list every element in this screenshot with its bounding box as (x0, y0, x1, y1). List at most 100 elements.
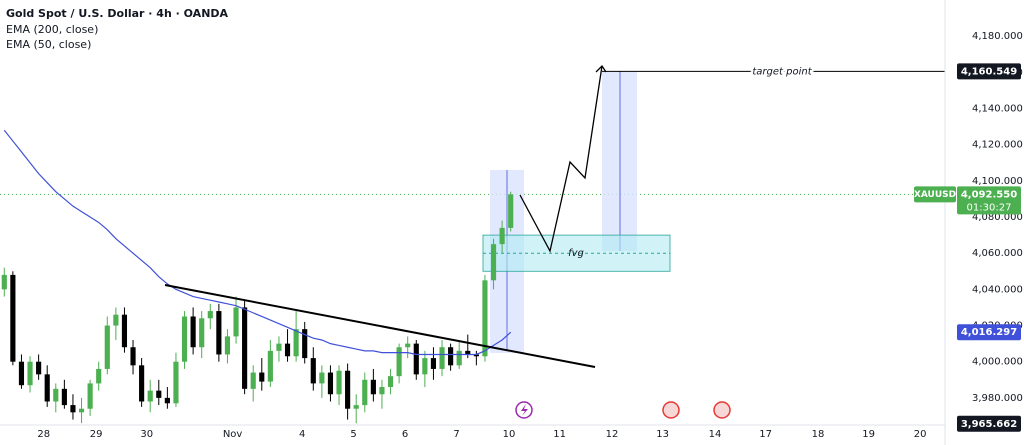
price-tag-label: 4,016.297 (961, 327, 1017, 338)
x-tick-label: 5 (350, 429, 356, 440)
y-tick-label: 4,060.000 (972, 248, 1023, 259)
candle-body (310, 358, 316, 384)
x-tick-label: Nov (223, 429, 243, 440)
trend-line (164, 284, 596, 368)
x-tick-label: 4 (299, 429, 305, 440)
candle-body (362, 379, 368, 406)
candle-body (319, 372, 325, 384)
x-tick-label: 18 (812, 429, 825, 440)
x-tick-label: 6 (402, 429, 408, 440)
candle-body (370, 379, 376, 395)
candle-body (267, 350, 273, 382)
countdown-label: 01:30:27 (967, 202, 1012, 213)
event-icon (521, 404, 528, 416)
candle-body (216, 311, 222, 355)
candle-body (499, 227, 505, 245)
x-tick-label: 14 (709, 429, 722, 440)
candle-body (405, 343, 411, 348)
price-tag-label: 3,965.662 (961, 419, 1017, 430)
candle-body (336, 370, 342, 395)
last-price-label: 4,092.550 (961, 189, 1017, 200)
candle-body (259, 372, 265, 382)
price-tag (957, 415, 1021, 432)
candle-body (181, 316, 188, 362)
candle-body (18, 361, 25, 386)
price-tag-label: 4,160.549 (961, 66, 1017, 77)
candle-body (465, 350, 471, 355)
candle-body (173, 361, 179, 404)
candle-body (276, 343, 282, 351)
fvg-label: fvg (568, 248, 584, 259)
candles (1, 129, 514, 424)
candle-body (1, 274, 7, 290)
candle-body (44, 374, 50, 402)
chart-title: Gold Spot / U.S. Dollar · 4h · OANDA (6, 7, 229, 20)
ema-line (3, 129, 512, 356)
candle-body (53, 388, 59, 402)
candle-body (473, 354, 479, 357)
legend: Gold Spot / U.S. Dollar · 4h · OANDA EMA… (6, 7, 229, 51)
candle-body (190, 316, 196, 348)
candle-body (96, 368, 102, 384)
candle-body (448, 347, 454, 366)
candle-body (413, 343, 419, 375)
candle-body (379, 387, 385, 395)
x-tick-label: 7 (453, 429, 459, 440)
candle-body (482, 280, 488, 357)
y-tick-label: 4,040.000 (972, 284, 1023, 295)
candle-body (293, 329, 299, 357)
y-tick-label: 4,120.000 (972, 140, 1023, 151)
y-tick-label: 4,000.000 (972, 357, 1023, 368)
candle-body (27, 361, 33, 386)
y-tick-label: 3,980.000 (972, 393, 1023, 404)
x-tick-label: 19 (862, 429, 875, 440)
x-tick-label: 10 (503, 429, 516, 440)
candle-body (508, 194, 514, 228)
axes: 3,980.0004,000.0004,020.0004,040.0004,06… (37, 31, 1022, 440)
projection-path (519, 65, 603, 253)
candle-body (36, 361, 42, 375)
candle-body (87, 383, 93, 409)
candle-body (130, 347, 136, 366)
candle-body (353, 405, 359, 409)
x-tick-label: 29 (90, 429, 103, 440)
candle-body (284, 343, 291, 357)
candle-body (113, 314, 119, 326)
target-label: target point (752, 66, 812, 77)
symbol-label: XAUUSD (914, 190, 956, 200)
candle-body (207, 311, 213, 319)
candle-body (387, 376, 394, 388)
legend-entry: EMA (50, close) (6, 38, 91, 51)
y-tick-label: 4,100.000 (972, 176, 1023, 187)
candle-body (104, 325, 110, 369)
candle-body (156, 390, 162, 398)
candle-body (250, 372, 256, 389)
event-icon[interactable] (713, 401, 731, 419)
x-tick-label: 30 (140, 429, 153, 440)
symbol-tag (914, 186, 956, 203)
candle-body (121, 314, 128, 348)
legend-entry: EMA (200, close) (6, 23, 98, 36)
candle-body (422, 358, 428, 375)
candle-body (439, 347, 445, 369)
candle-body (199, 318, 205, 348)
candle-body (456, 350, 462, 366)
candle-body (147, 390, 153, 402)
candle-body (242, 307, 248, 389)
candle-body (78, 408, 85, 413)
event-icon[interactable] (662, 401, 680, 419)
candle-body (345, 370, 351, 409)
x-tick-label: 11 (553, 429, 566, 440)
candle-body (430, 358, 437, 369)
fvg-zone: fvg (482, 234, 671, 272)
y-tick-label: 4,180.000 (972, 31, 1023, 42)
y-tick-label: 4,080.000 (972, 212, 1023, 223)
x-tick-label: 28 (37, 429, 50, 440)
candle-body (10, 274, 16, 362)
x-tick-label: 13 (656, 429, 669, 440)
candle-body (490, 244, 497, 281)
candle-body (224, 336, 231, 355)
price-tag (957, 63, 1021, 80)
candle-body (70, 405, 76, 413)
